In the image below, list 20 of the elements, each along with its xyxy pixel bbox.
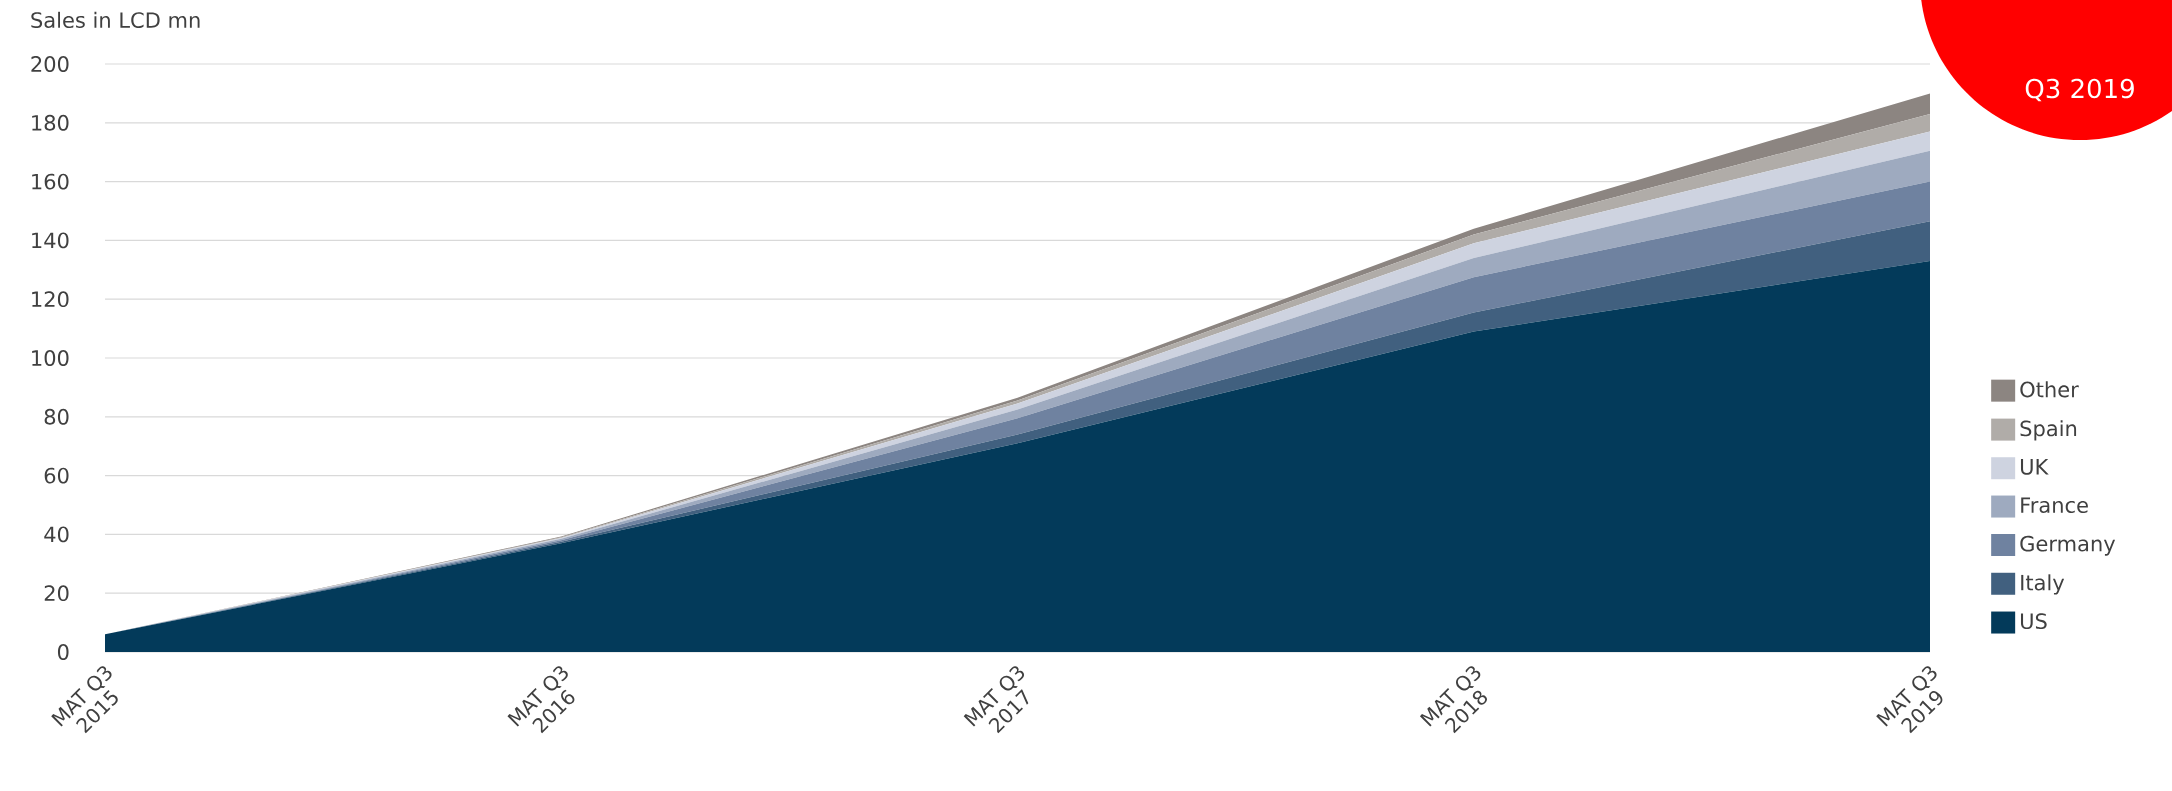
y-tick-label: 200 xyxy=(31,56,69,72)
legend-label: Italy xyxy=(2021,574,2065,595)
legend-label: France xyxy=(2021,497,2088,513)
y-tick-label: 120 xyxy=(32,291,69,308)
y-tick-label: 160 xyxy=(32,173,69,190)
legend-label: US xyxy=(2020,613,2047,630)
y-tick-label: 20 xyxy=(44,585,69,602)
legend-label: Other xyxy=(2020,381,2079,398)
y-tick-label: 180 xyxy=(32,114,69,131)
text: Q3 2019 xyxy=(2025,78,2134,102)
legend-label: UK xyxy=(2020,459,2049,475)
y-tick-label: 80 xyxy=(44,408,69,425)
y-tick-label: 0 xyxy=(57,644,69,660)
legend-label: Spain xyxy=(2020,420,2077,441)
y-tick-label: 60 xyxy=(44,467,69,484)
y-tick-label: 40 xyxy=(44,526,69,543)
y-tick-label: 100 xyxy=(32,350,69,366)
y-axis-title: Sales in LCD mn xyxy=(31,11,200,29)
legend-label: Germany xyxy=(2020,535,2116,556)
y-tick-label: 140 xyxy=(32,232,69,249)
